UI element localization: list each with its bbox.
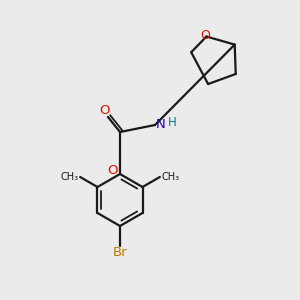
- Text: CH₃: CH₃: [162, 172, 180, 182]
- Text: O: O: [200, 29, 210, 42]
- Text: CH₃: CH₃: [60, 172, 78, 182]
- Text: O: O: [108, 164, 118, 176]
- Text: Br: Br: [113, 245, 127, 259]
- Text: N: N: [156, 118, 166, 131]
- Text: O: O: [99, 104, 109, 118]
- Text: H: H: [168, 116, 177, 130]
